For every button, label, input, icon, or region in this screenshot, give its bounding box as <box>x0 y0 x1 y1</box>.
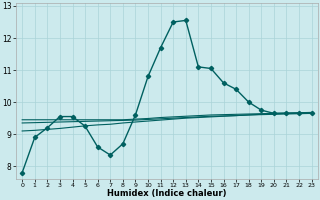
X-axis label: Humidex (Indice chaleur): Humidex (Indice chaleur) <box>107 189 227 198</box>
